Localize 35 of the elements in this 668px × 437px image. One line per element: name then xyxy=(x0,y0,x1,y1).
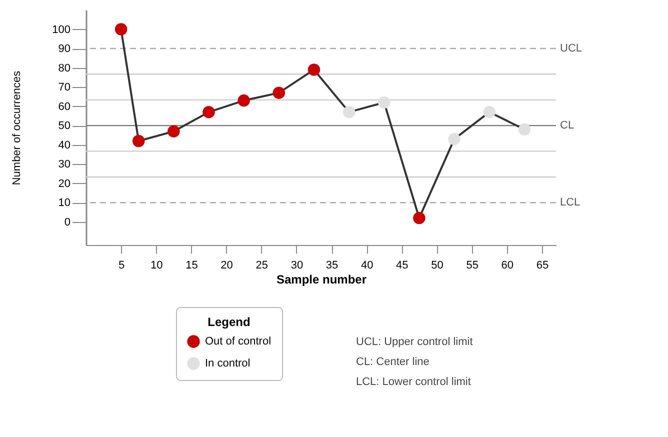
x-tick-label: 5 xyxy=(118,260,125,272)
text: UCL: Upper control limit xyxy=(356,336,473,348)
x-tick-label: 40 xyxy=(360,260,374,272)
y-tick-label: 30 xyxy=(58,158,70,171)
x-tick-label: 25 xyxy=(256,260,268,272)
x-tick-label: 20 xyxy=(220,260,233,272)
y-tick-label: 70 xyxy=(58,82,70,94)
legend-title: Legend xyxy=(208,315,250,329)
y-tick-label: 40 xyxy=(58,139,70,152)
legend-label: Out of control xyxy=(205,336,272,348)
y-tick-label: 20 xyxy=(58,178,70,190)
y-tick-label: 80 xyxy=(58,62,70,74)
x-tick-label: 30 xyxy=(290,260,304,272)
x-tick-label: 35 xyxy=(326,260,338,272)
y-tick-label: 0 xyxy=(64,216,70,228)
y-axis-title: Number of occurrences xyxy=(11,70,24,186)
legend-label: In control xyxy=(205,358,250,370)
ref-line-label: CL xyxy=(560,120,574,132)
y-tick-label: 50 xyxy=(58,120,70,132)
ref-line-label: LCL xyxy=(560,196,580,209)
y-tick-label: 10 xyxy=(58,197,70,210)
text: CL: Center line xyxy=(356,356,430,368)
x-tick-label: 65 xyxy=(536,260,549,272)
x-tick-label: 60 xyxy=(501,260,514,272)
text: LCL: Lower control limit xyxy=(356,376,471,388)
ref-line-label: UCL xyxy=(560,42,582,55)
x-tick-label: 45 xyxy=(396,260,408,272)
y-tick-label: 60 xyxy=(58,100,70,113)
x-axis-title: Sample number xyxy=(276,272,367,286)
y-tick-label: 90 xyxy=(58,43,70,56)
x-tick-label: 50 xyxy=(431,260,444,272)
x-tick-label: 55 xyxy=(466,260,478,272)
x-tick-label: 15 xyxy=(186,260,198,272)
y-tick-label: 100 xyxy=(52,24,70,36)
x-tick-label: 10 xyxy=(150,260,163,272)
